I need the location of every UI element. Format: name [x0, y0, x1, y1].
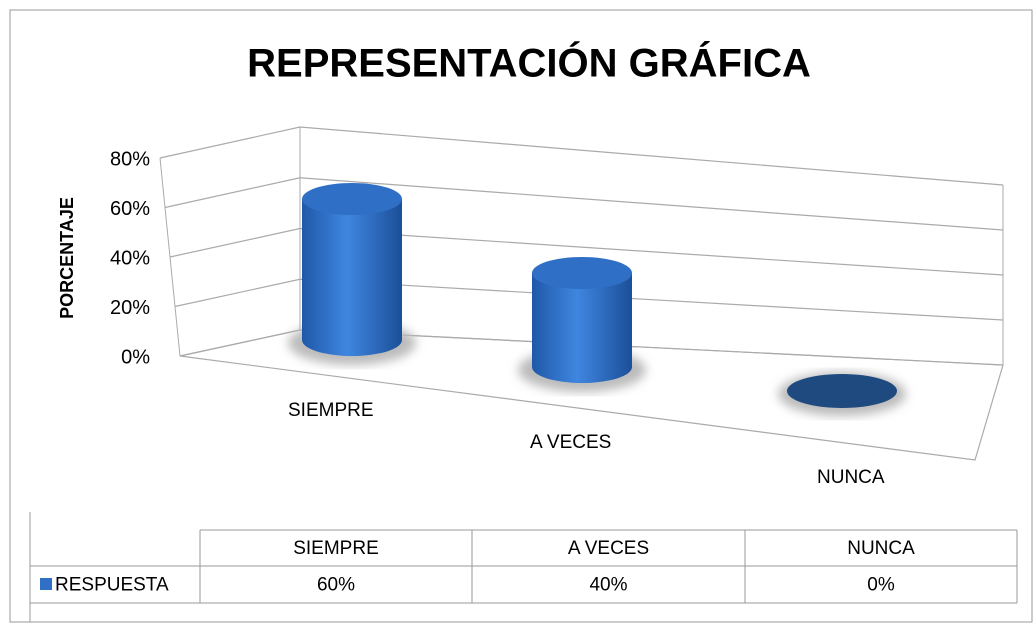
- legend-label: RESPUESTA: [55, 575, 169, 596]
- cylinder: [778, 372, 906, 416]
- table-header: SIEMPRE: [293, 538, 379, 559]
- grid-line: [174, 278, 1004, 321]
- cylinder-top: [787, 374, 897, 408]
- cylinder-body: [302, 199, 402, 356]
- table-value: 0%: [867, 575, 895, 596]
- x-tick-label: SIEMPRE: [288, 400, 374, 421]
- y-tick-label: 40%: [110, 247, 150, 269]
- table-header: A VECES: [568, 538, 649, 559]
- y-tick-label: 20%: [110, 297, 150, 319]
- y-tick-label: 0%: [121, 346, 150, 368]
- cylinder-top: [532, 257, 632, 289]
- x-tick-label: A VECES: [530, 432, 611, 453]
- y-tick-label: 60%: [110, 198, 150, 220]
- cylinder-top: [302, 183, 402, 215]
- table-value: 60%: [317, 575, 355, 596]
- grid-line: [179, 329, 1004, 366]
- cylinder: [518, 257, 646, 392]
- table-value: 40%: [589, 575, 627, 596]
- y-tick-label: 80%: [110, 148, 150, 170]
- grid-line: [159, 126, 1004, 186]
- grid-line: [169, 227, 1004, 276]
- chart-title: REPRESENTACIÓN GRÁFICA: [247, 40, 811, 86]
- x-tick-label: NUNCA: [817, 467, 885, 488]
- y-axis-label: PORCENTAJE: [57, 197, 77, 319]
- cylinder: [288, 183, 416, 365]
- grid-line: [164, 177, 1004, 231]
- cylinder-body: [532, 273, 632, 383]
- chart-border: [9, 9, 1033, 623]
- table-header: NUNCA: [847, 538, 915, 559]
- legend-swatch: [40, 578, 52, 590]
